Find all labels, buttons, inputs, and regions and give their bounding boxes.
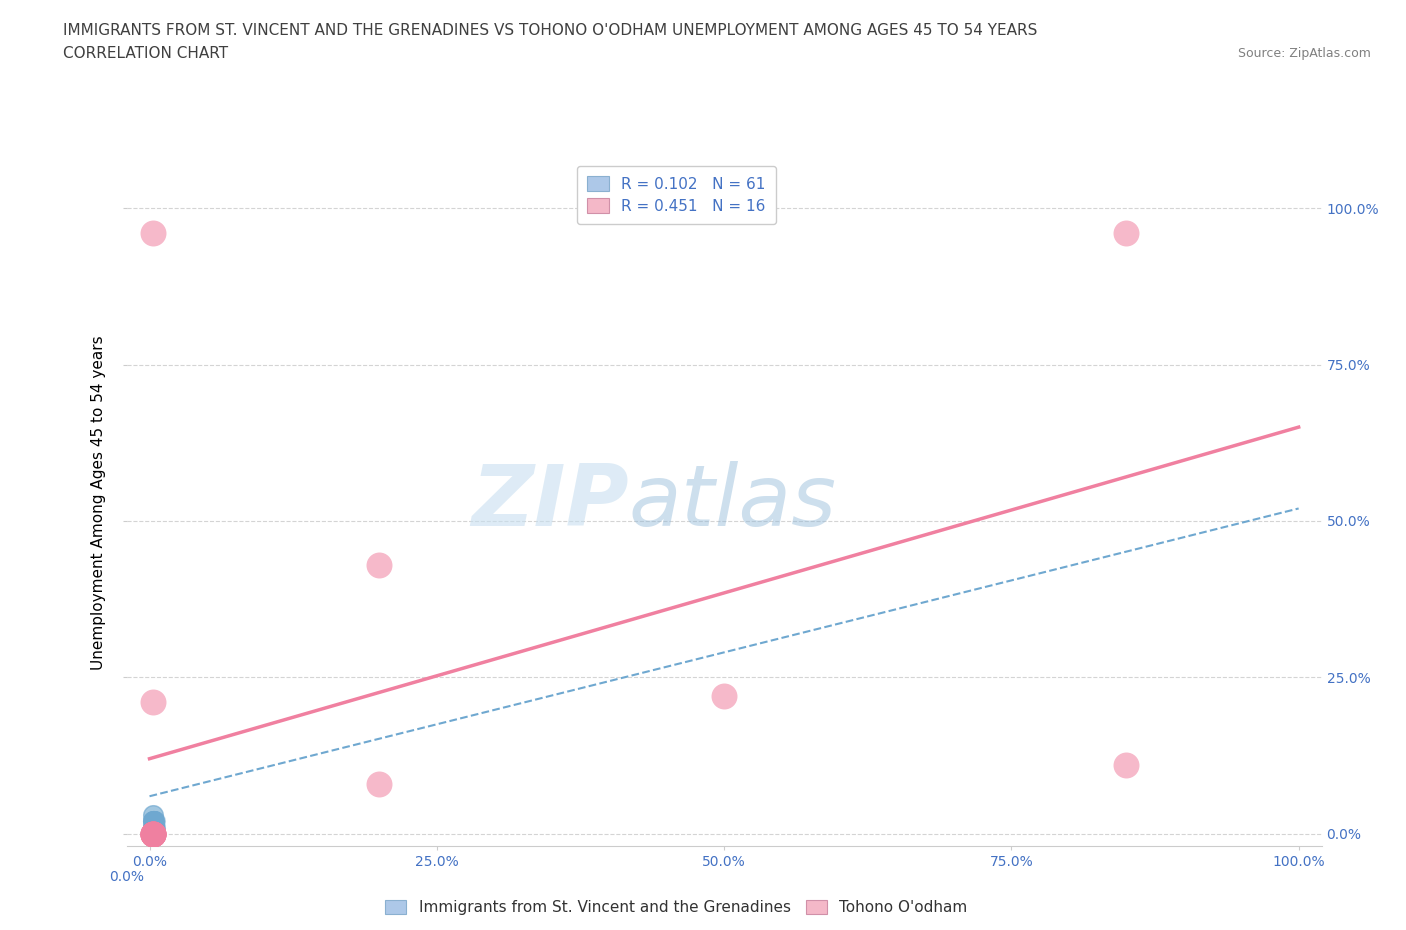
Point — [143, 820, 166, 835]
Point — [143, 827, 166, 842]
Point — [142, 827, 165, 842]
Point — [143, 827, 166, 842]
Point — [143, 827, 166, 842]
Point — [1115, 758, 1137, 773]
Point — [143, 827, 166, 842]
Point — [142, 827, 165, 842]
Point — [143, 827, 166, 842]
Point — [143, 820, 166, 835]
Point — [143, 827, 166, 842]
Point — [142, 827, 165, 842]
Point — [143, 827, 166, 842]
Point — [142, 695, 165, 710]
Point — [142, 827, 165, 842]
Point — [142, 827, 165, 842]
Point — [142, 827, 165, 842]
Point — [143, 827, 166, 842]
Point — [143, 827, 166, 842]
Point — [142, 827, 165, 842]
Point — [142, 827, 165, 842]
Text: ZIP: ZIP — [471, 460, 628, 544]
Point — [143, 827, 166, 842]
Point — [142, 820, 165, 835]
Point — [143, 814, 166, 829]
Point — [143, 827, 166, 842]
Point — [142, 807, 165, 822]
Point — [142, 827, 165, 842]
Legend: Immigrants from St. Vincent and the Grenadines, Tohono O'odham: Immigrants from St. Vincent and the Gren… — [378, 894, 974, 922]
Point — [143, 820, 166, 835]
Point — [143, 827, 166, 842]
Point — [142, 827, 165, 842]
Point — [142, 820, 165, 835]
Point — [142, 820, 165, 835]
Point — [368, 777, 391, 791]
Point — [142, 814, 165, 829]
Text: Source: ZipAtlas.com: Source: ZipAtlas.com — [1237, 46, 1371, 60]
Point — [142, 827, 165, 842]
Point — [142, 226, 165, 241]
Point — [143, 820, 166, 835]
Point — [143, 827, 166, 842]
Text: IMMIGRANTS FROM ST. VINCENT AND THE GRENADINES VS TOHONO O'ODHAM UNEMPLOYMENT AM: IMMIGRANTS FROM ST. VINCENT AND THE GREN… — [63, 23, 1038, 38]
Point — [142, 820, 165, 835]
Point — [142, 827, 165, 842]
Point — [143, 827, 166, 842]
Point — [143, 814, 166, 829]
Point — [143, 820, 166, 835]
Point — [143, 814, 166, 829]
Point — [142, 827, 165, 842]
Point — [142, 814, 165, 829]
Point — [142, 814, 165, 829]
Point — [143, 827, 166, 842]
Point — [143, 827, 166, 842]
Point — [143, 827, 166, 842]
Point — [142, 807, 165, 822]
Text: CORRELATION CHART: CORRELATION CHART — [63, 46, 228, 61]
Point — [142, 827, 165, 842]
Text: 0.0%: 0.0% — [110, 870, 143, 884]
Point — [143, 827, 166, 842]
Point — [713, 689, 735, 704]
Text: atlas: atlas — [628, 460, 837, 544]
Y-axis label: Unemployment Among Ages 45 to 54 years: Unemployment Among Ages 45 to 54 years — [91, 335, 107, 670]
Point — [1115, 226, 1137, 241]
Point — [143, 827, 166, 842]
Point — [142, 814, 165, 829]
Point — [142, 827, 165, 842]
Point — [142, 827, 165, 842]
Point — [142, 827, 165, 842]
Point — [368, 557, 391, 572]
Point — [142, 827, 165, 842]
Point — [142, 827, 165, 842]
Point — [143, 827, 166, 842]
Point — [142, 814, 165, 829]
Point — [142, 827, 165, 842]
Point — [142, 827, 165, 842]
Point — [142, 820, 165, 835]
Point — [142, 827, 165, 842]
Point — [142, 827, 165, 842]
Point — [143, 820, 166, 835]
Point — [143, 814, 166, 829]
Point — [143, 827, 166, 842]
Point — [142, 827, 165, 842]
Point — [142, 827, 165, 842]
Point — [143, 827, 166, 842]
Point — [143, 814, 166, 829]
